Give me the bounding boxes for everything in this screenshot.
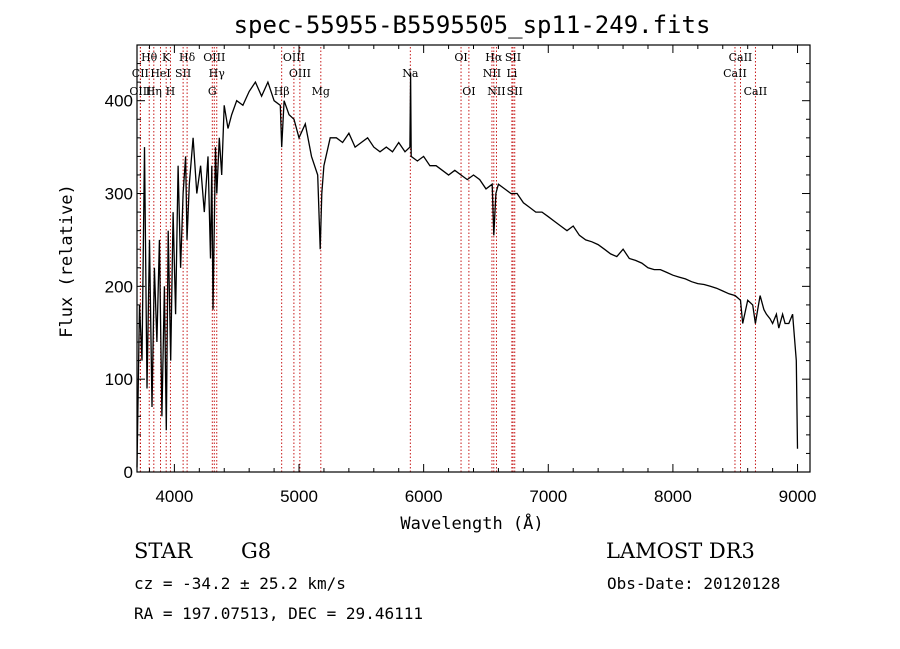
x-tick-label: 4000 [155,487,193,506]
spectral-line-label: SII [507,85,523,98]
redshift-velocity: cz = -34.2 ± 25.2 km/s [134,574,346,593]
y-tick-label: 100 [105,370,133,389]
spectral-line-label: CII [132,67,149,80]
spectral-line-label: K [162,51,171,64]
survey-name: LAMOST DR3 [606,539,755,563]
spectral-line-label: HeI [150,67,170,80]
object-subclass: G8 [241,539,272,563]
flux-series-line [136,72,799,468]
y-tick-label: 0 [124,463,133,482]
y-tick-label: 300 [105,185,133,204]
x-tick-label: 6000 [405,487,443,506]
spectral-line-label: CaII [723,67,747,80]
spectral-line-label: H [166,85,176,98]
spectral-line-label: CaII [744,85,768,98]
spectral-line-label: CaII [729,51,753,64]
spectral-line-label: OIII [289,67,311,80]
x-axis-label: Wavelength (Å) [400,512,543,534]
spectral-line-label: Hδ [179,51,196,64]
spectral-line-label: OI [462,85,475,98]
observation-date: Obs-Date: 20120128 [607,574,781,593]
y-tick-label: 200 [105,277,133,296]
spectral-line-label: SII [175,67,191,80]
spectral-line-label: G [208,85,217,98]
spectral-line-label: Hα [485,51,503,64]
object-class: STAR [134,539,193,563]
y-axis-ticks: 0 100 200 300 400 [105,63,810,482]
spectral-line-label: OIII [203,51,225,64]
spectral-line-label: NII [483,67,501,80]
plot-frame [136,44,811,473]
x-axis-ticks: 4000 5000 6000 7000 8000 9000 [148,45,817,506]
x-tick-label: 5000 [280,487,318,506]
y-tick-label: 400 [105,92,133,111]
spectral-line-label: Mg [312,85,330,98]
spectral-line-label: SII [505,51,521,64]
y-axis-label: Flux (relative) [57,184,77,338]
spectral-line-label: OIII [129,85,151,98]
spectral-line-label: Li [506,67,517,80]
spectral-line-label: NII [487,85,505,98]
spectral-line-label: Hγ [209,67,226,80]
x-tick-label: 8000 [654,487,692,506]
spectral-line-label: Hβ [274,85,290,98]
x-tick-label: 9000 [779,487,817,506]
spectral-line-label: OI [454,51,467,64]
x-tick-label: 7000 [529,487,567,506]
chart-title: spec-55955-B5595505_sp11-249.fits [234,11,711,39]
spectral-line-label: Hθ [141,51,158,64]
spectral-line-label: Hη [146,85,162,98]
spectral-line-label: OIII [283,51,305,64]
sky-coordinates: RA = 197.07513, DEC = 29.46111 [134,604,423,623]
